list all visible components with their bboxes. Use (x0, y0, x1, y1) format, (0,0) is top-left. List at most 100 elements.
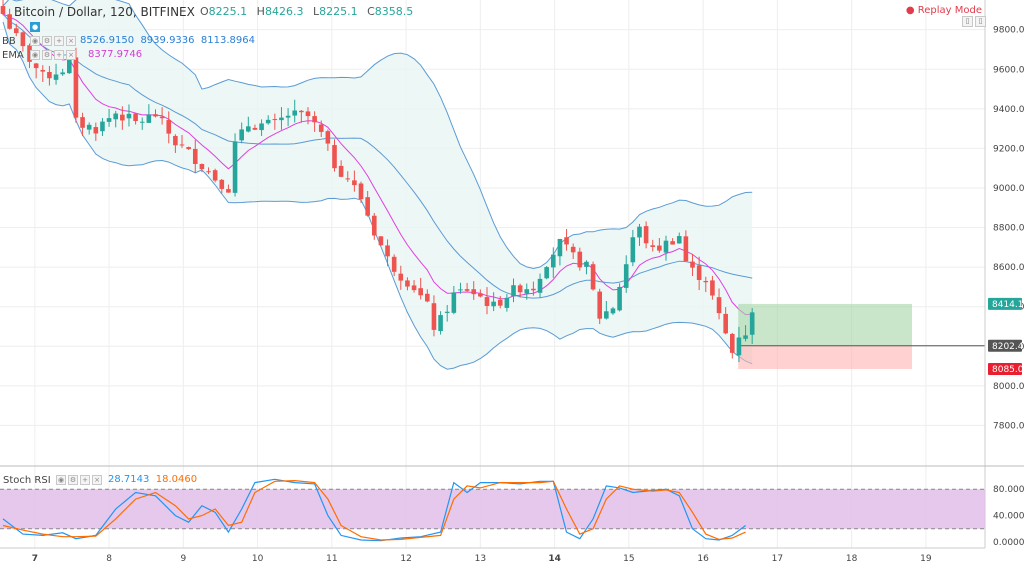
candle-body (550, 254, 556, 268)
time-tick-label: 16 (697, 554, 709, 564)
low-value: 8225.1 (319, 5, 358, 18)
candle-body (47, 71, 52, 79)
candle-body (259, 123, 264, 131)
candle-body (425, 293, 430, 302)
settings-icon[interactable]: ⚙ (42, 50, 52, 60)
candle-body (411, 285, 417, 291)
candle-body (544, 267, 549, 279)
price-label-box (988, 363, 1022, 376)
price-tick-label: 9800.0 (993, 26, 1024, 36)
ema-legend: EMA (2, 50, 24, 61)
candle-body (212, 170, 218, 181)
price-label-box (988, 339, 1022, 352)
eye-icon[interactable]: ◉ (30, 50, 40, 60)
close-icon[interactable]: × (92, 475, 102, 485)
candle-body (159, 116, 165, 119)
bb-fill (3, 0, 753, 370)
candle-body (657, 245, 662, 251)
bb-upper-line (2, 0, 753, 270)
replay-mode-indicator[interactable]: ● Replay Mode (905, 5, 982, 16)
restore-icon[interactable]: ▯ (975, 16, 986, 27)
candle-body (146, 114, 152, 123)
close-icon[interactable]: × (66, 36, 76, 46)
candle-body (643, 226, 649, 244)
maximize-icon[interactable]: ▯ (962, 16, 973, 27)
bb-buttons: ◉ ⚙ + × (30, 36, 76, 46)
candle-body (637, 226, 642, 238)
close-icon[interactable]: × (66, 50, 76, 60)
price-tick-label: 8600.0 (993, 263, 1024, 273)
settings-icon[interactable]: ⚙ (68, 475, 78, 485)
candle-body (246, 126, 251, 132)
eye-icon[interactable]: ● (30, 22, 40, 32)
candle-body (484, 297, 490, 307)
price-tick-label: 8800.0 (993, 224, 1024, 234)
candle-body (743, 335, 748, 339)
candle-body (265, 119, 271, 124)
time-tick-label: 19 (920, 554, 932, 564)
candle-body (199, 164, 205, 170)
candle-body (531, 288, 536, 291)
candle-body (93, 127, 99, 134)
candle-body (345, 178, 351, 180)
candle-body (590, 264, 596, 290)
candle-body (471, 289, 477, 295)
candle-body (564, 237, 569, 245)
candle-body (272, 119, 278, 121)
candle-body (252, 127, 258, 130)
settings-icon[interactable]: ⚙ (42, 36, 52, 46)
add-icon[interactable]: + (80, 475, 90, 485)
candle-body (451, 292, 457, 313)
add-icon[interactable]: + (54, 36, 64, 46)
candle-body (166, 120, 172, 134)
candle-body (438, 315, 443, 332)
price-tick-label: 9200.0 (993, 144, 1024, 154)
candle-body (206, 171, 211, 173)
candle-body (736, 337, 742, 356)
candle-body (431, 303, 437, 330)
candle-body (663, 240, 669, 253)
candle-body (100, 121, 105, 132)
candle-body (703, 280, 709, 283)
ohlc-readout: O8225.1 H8426.3 L8225.1 C8358.5 (200, 5, 419, 18)
candle-body (597, 291, 602, 319)
price-tick-label: 9600.0 (993, 65, 1024, 75)
candle-body (325, 131, 331, 144)
candle-body (610, 308, 616, 314)
position-target-zone (738, 303, 912, 346)
time-tick-label: 8 (106, 554, 112, 564)
candle-body (192, 148, 198, 164)
candle-body (584, 261, 589, 267)
candle-body (173, 135, 178, 146)
candle-body (139, 121, 145, 123)
candle-body (358, 183, 364, 200)
price-tick-label: 8000.0 (993, 382, 1024, 392)
stoch-band (0, 489, 985, 529)
candle-body (517, 285, 523, 293)
candle-body (60, 72, 65, 75)
candle-body (696, 265, 702, 280)
time-tick-label: 14 (548, 554, 561, 564)
eye-icon[interactable]: ◉ (56, 475, 66, 485)
time-tick-label: 9 (180, 554, 186, 564)
candle-body (120, 114, 125, 121)
ema-value: 8377.9746 (88, 49, 143, 60)
candle-body (577, 251, 583, 268)
price-label-box (988, 297, 1022, 310)
candle-body (670, 241, 675, 245)
candle-body (106, 118, 112, 122)
candle-body (305, 111, 311, 117)
candle-body (537, 278, 543, 293)
candle-body (318, 124, 324, 132)
candle-body (723, 313, 728, 334)
candle-body (385, 245, 390, 257)
ema-label: EMA (2, 50, 24, 61)
eye-icon[interactable]: ◉ (30, 36, 40, 46)
candle-body (710, 280, 715, 296)
add-icon[interactable]: + (54, 50, 64, 60)
candle-body (497, 299, 503, 306)
candle-body (20, 32, 26, 47)
candle-body (53, 74, 59, 80)
candle-body (113, 113, 119, 120)
